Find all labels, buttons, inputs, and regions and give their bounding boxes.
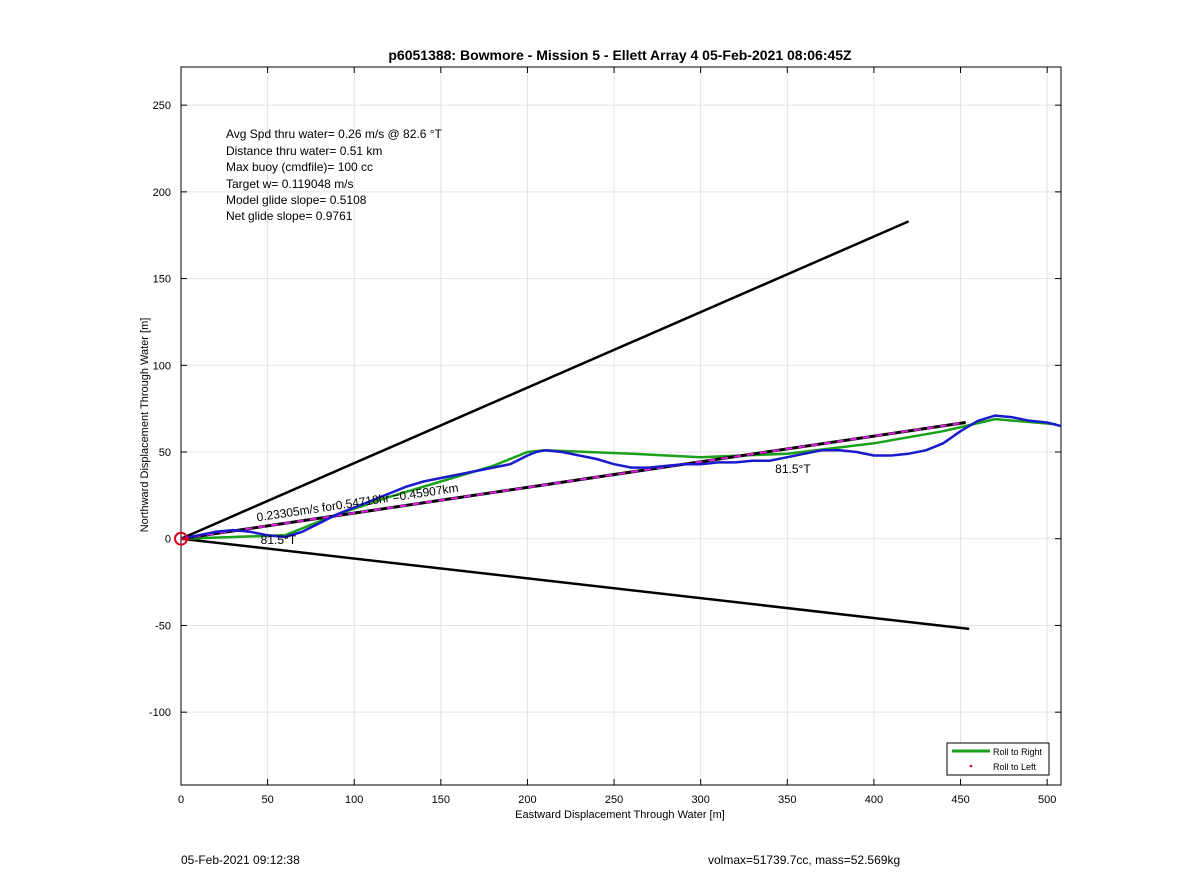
start-marker xyxy=(174,531,188,546)
y-tick-label: 200 xyxy=(153,187,171,199)
legend-label-roll-left: Roll to Left xyxy=(993,762,1037,772)
y-tick-label: 50 xyxy=(159,447,171,459)
x-tick-label: 400 xyxy=(865,794,883,806)
legend-swatch-roll-left xyxy=(969,764,973,768)
x-tick-label: 150 xyxy=(432,794,450,806)
heading-bound-line xyxy=(181,537,970,631)
mean-track-dash xyxy=(181,421,966,540)
x-tick-label: 50 xyxy=(261,794,273,806)
info-distance: Distance thru water= 0.51 km xyxy=(226,144,382,158)
x-tick-label: 200 xyxy=(518,794,536,806)
y-tick-label: 100 xyxy=(153,360,171,372)
x-tick-label: 500 xyxy=(1038,794,1056,806)
y-axis-label: Northward Displacement Through Water [m] xyxy=(139,318,151,533)
y-tick-label: 0 xyxy=(165,534,171,546)
info-net-glide: Net glide slope= 0.9761 xyxy=(226,209,353,223)
info-target-w: Target w= 0.119048 m/s xyxy=(226,177,354,191)
x-tick-label: 100 xyxy=(345,794,363,806)
legend-label-roll-right: Roll to Right xyxy=(993,747,1043,757)
grid-lines xyxy=(180,67,1061,785)
axes-box xyxy=(180,66,1062,786)
heading-annotation: 81.5°T xyxy=(261,533,297,547)
roll-left-point xyxy=(182,537,186,541)
series-group xyxy=(181,220,1061,631)
heading-bound-line xyxy=(181,220,910,540)
x-tick-label: 300 xyxy=(692,794,710,806)
y-tick-label: 150 xyxy=(153,274,171,286)
x-tick-label: 350 xyxy=(778,794,796,806)
chart-title: p6051388: Bowmore - Mission 5 - Ellett A… xyxy=(388,47,852,63)
legend-box xyxy=(946,742,1050,776)
blue-track-series xyxy=(181,414,1061,540)
info-avg-speed: Avg Spd thru water= 0.26 m/s @ 82.6 °T xyxy=(226,127,443,141)
roll-left-point xyxy=(181,537,183,541)
y-tick-label: 250 xyxy=(153,100,171,112)
footer-timestamp: 05-Feb-2021 09:12:38 xyxy=(181,853,300,867)
series-layer xyxy=(174,220,1061,631)
y-tick-label: -50 xyxy=(155,620,171,632)
x-tick-label: 0 xyxy=(178,794,184,806)
info-model-glide: Model glide slope= 0.5108 xyxy=(226,193,367,207)
heading-annotation: 81.5°T xyxy=(775,462,811,476)
footer-vol-mass: volmax=51739.7cc, mass=52.569kg xyxy=(708,853,901,867)
y-tick-label: -100 xyxy=(149,707,171,719)
x-axis-label: Eastward Displacement Through Water [m] xyxy=(515,809,725,821)
info-text-block: Avg Spd thru water= 0.26 m/s @ 82.6 °T D… xyxy=(226,127,443,223)
legend: Roll to Right Roll to Left xyxy=(946,742,1050,776)
x-tick-label: 450 xyxy=(951,794,969,806)
tick-marks: 0 50 100 150 200 250 300 350 400 450 500 -100 -50 0 50… xyxy=(149,67,1061,806)
info-max-buoy: Max buoy (cmdfile)= 100 cc xyxy=(226,160,373,174)
x-tick-label: 250 xyxy=(605,794,623,806)
annotation-layer: 0.23305m/s for0.54718hr =0.45907km81.5°T… xyxy=(256,462,812,547)
